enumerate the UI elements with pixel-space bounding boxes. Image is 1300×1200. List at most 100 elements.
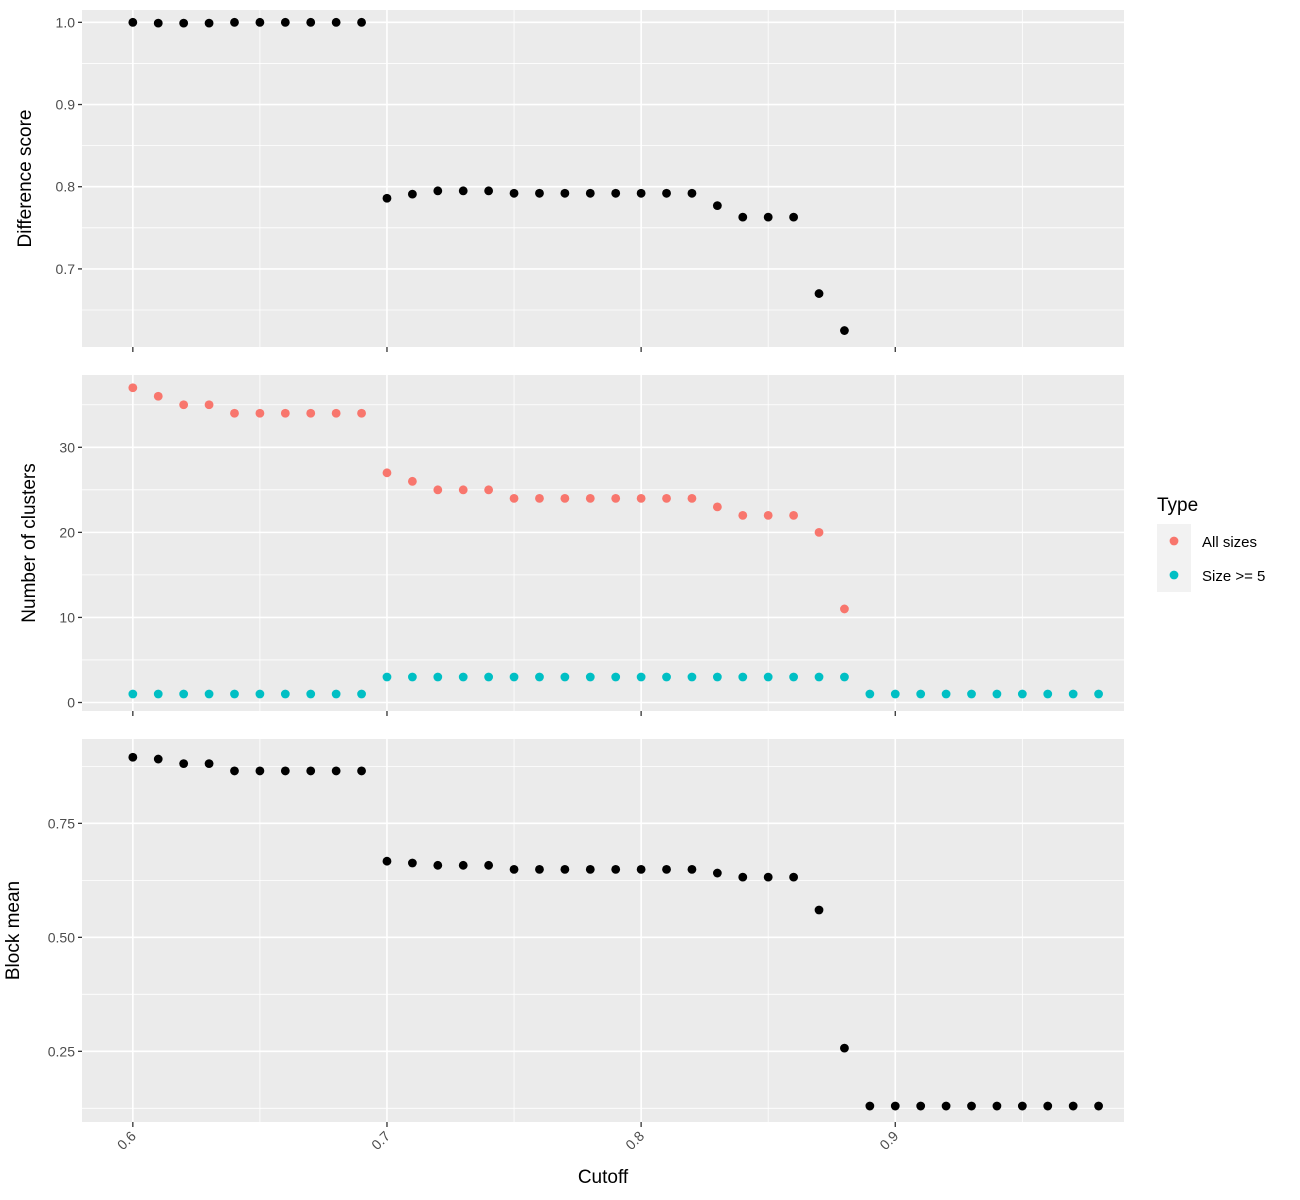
data-point <box>560 672 570 682</box>
data-point <box>230 766 239 776</box>
data-point <box>407 858 417 868</box>
data-point <box>941 689 951 699</box>
data-point <box>484 485 494 495</box>
panel-number-of-clusters: 0 10 20 30 Number of clusters <box>19 375 1124 716</box>
data-point <box>916 689 926 699</box>
data-point <box>789 672 799 682</box>
data-point <box>230 408 239 418</box>
data-point <box>535 188 544 198</box>
panel-background <box>82 10 1124 347</box>
data-point <box>255 408 265 418</box>
y-axis-title: Difference score <box>15 110 36 248</box>
data-point <box>357 766 366 776</box>
data-point <box>382 856 392 866</box>
data-point <box>763 872 773 882</box>
data-point <box>458 860 468 870</box>
data-point <box>433 186 443 196</box>
data-point <box>840 672 849 682</box>
y-axis-title: Number of clusters <box>19 463 40 622</box>
data-point <box>128 383 138 393</box>
data-point <box>611 493 621 503</box>
data-point <box>636 493 646 503</box>
data-point <box>611 865 621 874</box>
y-tick-label: 0.50 <box>48 929 75 945</box>
data-point <box>255 766 265 776</box>
data-point <box>433 485 443 495</box>
y-axis-title: Block mean <box>3 881 24 980</box>
data-point <box>306 408 316 418</box>
data-point <box>204 759 214 769</box>
data-point <box>484 186 494 196</box>
data-point <box>585 493 595 503</box>
data-point <box>611 672 621 682</box>
data-point <box>280 17 290 27</box>
data-point <box>636 865 646 874</box>
data-point <box>331 408 341 418</box>
data-point <box>738 872 748 882</box>
data-point <box>204 18 214 28</box>
data-point <box>890 689 900 699</box>
data-point <box>1043 689 1053 699</box>
data-point <box>636 188 646 198</box>
data-point <box>204 400 214 410</box>
data-point <box>840 1043 849 1053</box>
y-tick-label: 0.9 <box>56 97 76 113</box>
data-point <box>382 193 392 203</box>
data-point <box>890 1101 900 1111</box>
data-point <box>1017 689 1027 699</box>
data-point <box>865 689 875 699</box>
legend-label-size-5: Size >= 5 <box>1202 568 1265 585</box>
data-point <box>662 493 671 503</box>
x-axis: 0.6 0.7 0.8 0.9 <box>114 1128 902 1153</box>
data-point <box>128 17 138 27</box>
data-point <box>1094 689 1103 699</box>
data-point <box>357 408 366 418</box>
data-point <box>357 689 366 699</box>
data-point <box>992 689 1002 699</box>
data-point <box>433 860 443 870</box>
data-point <box>153 391 163 401</box>
data-point <box>585 188 595 198</box>
data-point <box>916 1101 926 1111</box>
data-point <box>128 752 138 762</box>
data-point <box>484 672 494 682</box>
x-axis-title: Cutoff <box>578 1167 629 1188</box>
data-point <box>712 201 722 211</box>
data-point <box>179 400 189 410</box>
data-point <box>967 689 976 699</box>
data-point <box>814 672 824 682</box>
data-point <box>331 766 341 776</box>
x-tick-label: 0.9 <box>876 1128 901 1153</box>
data-point <box>814 905 824 915</box>
data-point <box>535 865 544 874</box>
data-point <box>509 672 519 682</box>
panel-background <box>82 739 1124 1122</box>
data-point <box>230 689 239 699</box>
legend-label-all-sizes: All sizes <box>1202 534 1257 551</box>
data-point <box>712 672 722 682</box>
legend-entry-size-5: Size >= 5 <box>1157 558 1265 592</box>
data-point <box>738 510 748 520</box>
data-point <box>509 188 519 198</box>
data-point <box>662 188 671 198</box>
data-point <box>382 672 392 682</box>
series-block-mean <box>128 752 1103 1111</box>
data-point <box>128 689 138 699</box>
data-point <box>585 672 595 682</box>
data-point <box>865 1101 875 1111</box>
y-tick-label: 0.8 <box>56 179 76 195</box>
data-point <box>687 672 697 682</box>
data-point <box>535 493 544 503</box>
y-tick-label: 30 <box>59 439 75 455</box>
data-point <box>585 865 595 874</box>
data-point <box>763 212 773 222</box>
data-point <box>179 689 189 699</box>
legend-title: Type <box>1157 495 1198 516</box>
legend: Type All sizes Size >= 5 <box>1157 495 1265 592</box>
data-point <box>509 865 519 874</box>
data-point <box>255 689 265 699</box>
data-point <box>407 189 417 199</box>
legend-marker-all-sizes <box>1169 536 1179 546</box>
data-point <box>687 865 697 874</box>
